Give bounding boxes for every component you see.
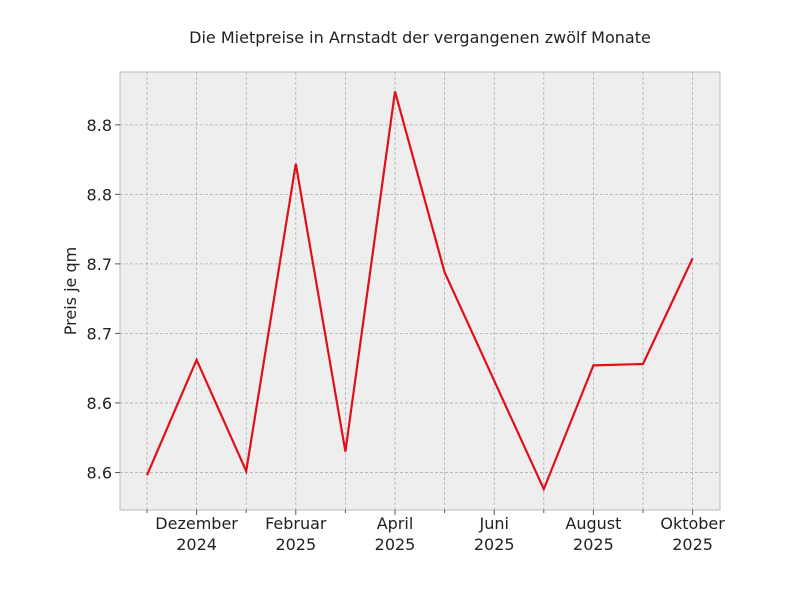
y-tick-label: 8.7 — [87, 324, 112, 343]
x-tick-label: August — [565, 514, 621, 533]
y-tick-label: 8.6 — [87, 463, 112, 482]
y-tick-label: 8.6 — [87, 394, 112, 413]
x-tick-label: 2025 — [573, 535, 614, 554]
x-tick-label: April — [377, 514, 414, 533]
x-tick-label: Oktober — [660, 514, 725, 533]
x-tick-label: 2025 — [375, 535, 416, 554]
x-tick-label: 2025 — [474, 535, 515, 554]
y-tick-label: 8.8 — [87, 185, 112, 204]
plot-area — [119, 71, 721, 511]
x-tick-label: Juni — [478, 514, 508, 533]
x-tick-label: 2025 — [672, 535, 713, 554]
data-line — [145, 91, 694, 492]
x-tick-label: Februar — [265, 514, 327, 533]
chart-title: Die Mietpreise in Arnstadt der vergangen… — [189, 28, 651, 47]
y-tick-label: 8.7 — [87, 255, 112, 274]
y-axis-label: Preis je qm — [61, 247, 80, 335]
x-tick-label: Dezember — [155, 514, 238, 533]
x-tick-label: 2024 — [176, 535, 217, 554]
x-tick-label: 2025 — [275, 535, 316, 554]
y-tick-label: 8.8 — [87, 116, 112, 135]
